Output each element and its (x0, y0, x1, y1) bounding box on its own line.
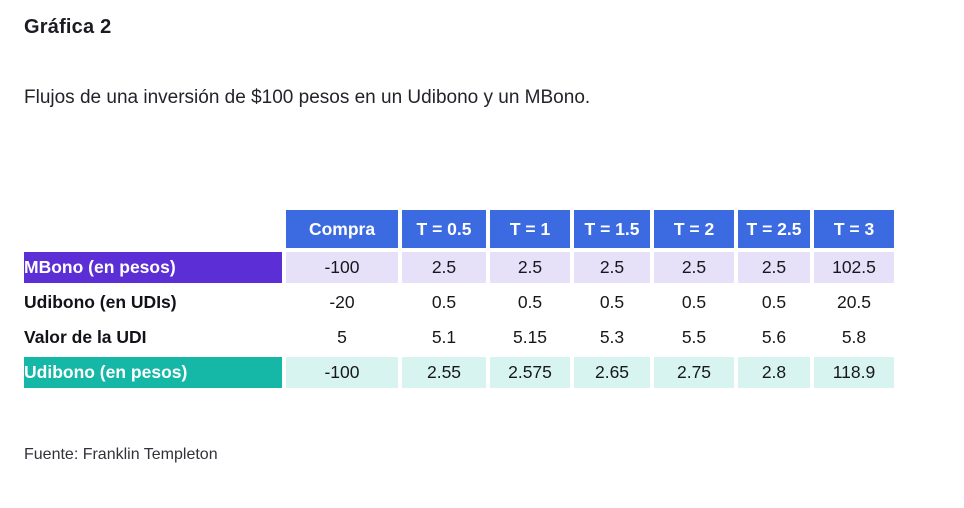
column-header: T = 1 (490, 210, 570, 248)
table-cell: 2.5 (654, 252, 734, 283)
table-cell: 2.5 (402, 252, 486, 283)
column-header: T = 0.5 (402, 210, 486, 248)
table-cell: 102.5 (814, 252, 894, 283)
column-header: Compra (286, 210, 398, 248)
corner-cell (24, 210, 282, 248)
column-header: T = 1.5 (574, 210, 650, 248)
table-cell: 2.55 (402, 357, 486, 388)
table-row: Valor de la UDI 5 5.1 5.15 5.3 5.5 5.6 5.8 (24, 322, 894, 353)
table-cell: 2.5 (738, 252, 810, 283)
table-cell: 5.1 (431, 327, 457, 347)
table-cell: -100 (286, 252, 398, 283)
table-cell: 2.5 (574, 252, 650, 283)
table-cell: 2.5 (490, 252, 570, 283)
row-label: Valor de la UDI (24, 327, 147, 347)
table-cell: 20.5 (836, 292, 872, 312)
table-cell: 2.75 (654, 357, 734, 388)
column-header: T = 3 (814, 210, 894, 248)
table-cell: 0.5 (761, 292, 787, 312)
table-row: MBono (en pesos) -100 2.5 2.5 2.5 2.5 2.5 102.5 (24, 252, 894, 283)
table-cell: 5.6 (761, 327, 787, 347)
row-label: Udibono (en UDIs) (24, 292, 177, 312)
table-row: Udibono (en pesos) -100 2.55 2.575 2.65 2.75 2… (24, 357, 894, 388)
table-cell: 5.5 (681, 327, 707, 347)
table-cell: 0.5 (517, 292, 543, 312)
table-cell: -100 (286, 357, 398, 388)
column-header: T = 2 (654, 210, 734, 248)
row-label: MBono (en pesos) (24, 252, 282, 283)
table-cell: 5 (337, 327, 347, 347)
table-cell: 118.9 (814, 357, 894, 388)
table-cell: 0.5 (431, 292, 457, 312)
source-attribution: Fuente: Franklin Templeton (24, 446, 218, 463)
table-cell: 2.575 (490, 357, 570, 388)
page-title: Gráfica 2 (24, 16, 112, 38)
table-cell: 2.65 (574, 357, 650, 388)
table-body: MBono (en pesos) -100 2.5 2.5 2.5 2.5 2.5 102.5… (24, 252, 894, 388)
column-header: T = 2.5 (738, 210, 810, 248)
table-cell: -20 (329, 292, 355, 312)
table-cell: 5.15 (512, 327, 548, 347)
table-cell: 0.5 (599, 292, 625, 312)
table-row: Udibono (en UDIs) -20 0.5 0.5 0.5 0.5 0.5 20.5 (24, 287, 894, 318)
table-cell: 5.3 (599, 327, 625, 347)
figure-caption: Flujos de una inversión de $100 pesos en… (24, 87, 591, 108)
table-cell: 0.5 (681, 292, 707, 312)
table-cell: 2.8 (738, 357, 810, 388)
table-cell: 5.8 (841, 327, 867, 347)
row-label: Udibono (en pesos) (24, 357, 282, 388)
